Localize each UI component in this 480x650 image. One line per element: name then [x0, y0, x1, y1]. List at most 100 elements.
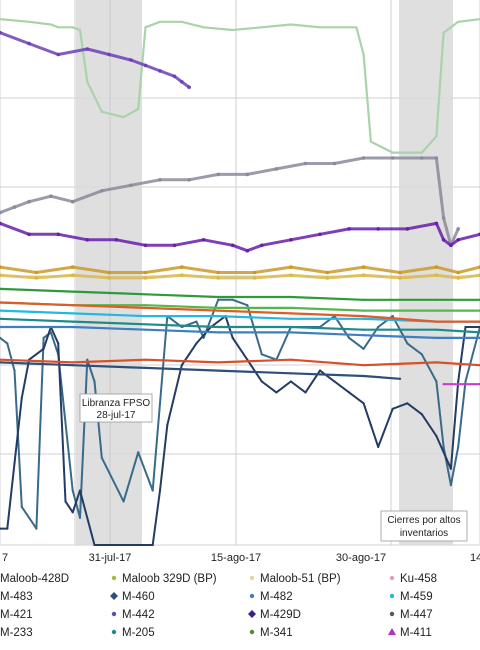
series-group [0, 18, 480, 547]
point-gold_band_2-8 [289, 273, 293, 278]
annotation-1-line-2: 28-jul-17 [97, 410, 136, 421]
point-navy_line-9 [71, 511, 74, 514]
point-navy_line-18 [188, 353, 191, 356]
point-teal_1-1 [71, 320, 74, 323]
series-green_light [0, 18, 480, 154]
x-tick-label-4: 14- [470, 552, 480, 564]
legend-symbol-11 [389, 611, 395, 617]
point-gold_band-10 [361, 265, 366, 269]
point-navy_line-17 [180, 364, 183, 367]
point-green_light-15 [260, 26, 263, 29]
legend-label-4: M-483 [0, 591, 33, 603]
point-red_low-2 [144, 358, 147, 361]
point-navy_line-34 [391, 407, 394, 410]
point-cyan_1-2 [144, 315, 147, 318]
point-navy_line-7 [57, 342, 60, 345]
point-green_light-1 [28, 20, 31, 23]
point-green_light-6 [86, 80, 89, 83]
point-red_low-3 [217, 361, 220, 364]
point-green_2-5 [362, 309, 365, 312]
annotation-box-2 [380, 510, 468, 542]
point-purple_top-2 [56, 52, 60, 57]
legend-symbol-14 [249, 629, 255, 635]
point-navy_low-3 [217, 369, 220, 372]
point-gray_rising-5 [100, 189, 104, 193]
annotation-2-line-1: Cierres por altos [387, 515, 460, 526]
point-slate_line-36 [442, 445, 445, 448]
point-gold_band_2-13 [456, 276, 461, 280]
legend-label-1: Maloob 329D (BP) [122, 573, 217, 585]
point-navy_line-40 [464, 325, 467, 329]
point-gray_rising-15 [390, 156, 395, 160]
point-green_light-24 [435, 135, 438, 138]
point-gray_rising-16 [420, 156, 424, 160]
point-gold_band-9 [325, 270, 330, 275]
point-gold_band-12 [434, 265, 439, 269]
point-gray_rising-17 [434, 156, 439, 160]
point-navy_line-35 [406, 402, 409, 405]
point-green_light-8 [122, 116, 125, 119]
point-cyan_1-3 [217, 315, 220, 318]
point-gold_band-1 [34, 270, 39, 275]
point-gray_rising-1 [12, 205, 17, 209]
point-red_low-0 [0, 358, 2, 361]
point-green_1-6 [435, 298, 438, 301]
point-blue_1-4 [289, 331, 292, 334]
point-gold_band_2-11 [398, 276, 402, 280]
point-slate_line-11 [93, 380, 96, 383]
point-purple_mid-2 [56, 232, 60, 237]
point-purple_top-4 [107, 52, 111, 57]
point-green_light-14 [231, 28, 234, 32]
point-purple_mid-4 [114, 238, 119, 242]
point-purple_mid-13 [347, 227, 351, 231]
point-navy_line-10 [78, 489, 82, 492]
point-green_1-4 [289, 295, 292, 299]
point-green_1-3 [217, 295, 220, 299]
point-green_light-17 [318, 26, 322, 29]
point-gold_band_2-1 [34, 276, 39, 280]
point-slate_line-15 [151, 489, 154, 492]
point-orange_1-0 [0, 301, 2, 304]
point-gold_band-0 [0, 265, 2, 269]
point-blue_1-6 [435, 336, 438, 339]
point-green_light-11 [158, 20, 162, 23]
point-gray_rising-14 [361, 156, 366, 160]
legend-label-10: M-429D [260, 609, 301, 621]
legend-label-9: M-442 [122, 609, 155, 621]
point-slate_line-22 [246, 304, 249, 307]
point-slate_line-14 [137, 451, 140, 454]
point-gray_rising-18 [441, 216, 446, 220]
legend-label-6: M-482 [260, 591, 293, 603]
legend-label-8: M-421 [0, 609, 33, 621]
legend-label-13: M-205 [122, 627, 155, 639]
point-teal_1-2 [144, 323, 147, 326]
point-teal_1-6 [435, 328, 438, 331]
point-slate_line-1 [6, 342, 9, 345]
point-teal_1-0 [0, 317, 2, 320]
point-green_1-0 [0, 287, 2, 290]
point-navy_line-38 [449, 467, 452, 470]
point-purple_mid-1 [27, 232, 31, 237]
legend-symbol-9 [111, 611, 117, 617]
point-navy_line-22 [231, 336, 234, 339]
point-slate_line-30 [362, 347, 365, 350]
point-teal_1-5 [362, 328, 365, 331]
point-blue_1-5 [362, 334, 365, 337]
point-slate_line-38 [457, 445, 460, 448]
point-cyan_1-0 [0, 309, 2, 312]
x-tick-label-0: 7 [2, 552, 8, 564]
point-purple_mid-5 [143, 243, 148, 248]
point-gold_band-5 [180, 265, 184, 269]
point-green_light-9 [137, 107, 140, 111]
point-navy_low-1 [71, 364, 74, 367]
point-navy_low-4 [289, 372, 292, 375]
legend-symbol-10 [248, 610, 256, 618]
point-slate_line-35 [435, 380, 438, 383]
point-navy_line-25 [275, 391, 278, 394]
point-navy_line-28 [318, 369, 322, 372]
point-slate_line-37 [449, 484, 452, 487]
point-gold_band-3 [107, 270, 111, 275]
legend-label-7: M-459 [400, 591, 433, 603]
point-slate_line-21 [231, 298, 234, 301]
